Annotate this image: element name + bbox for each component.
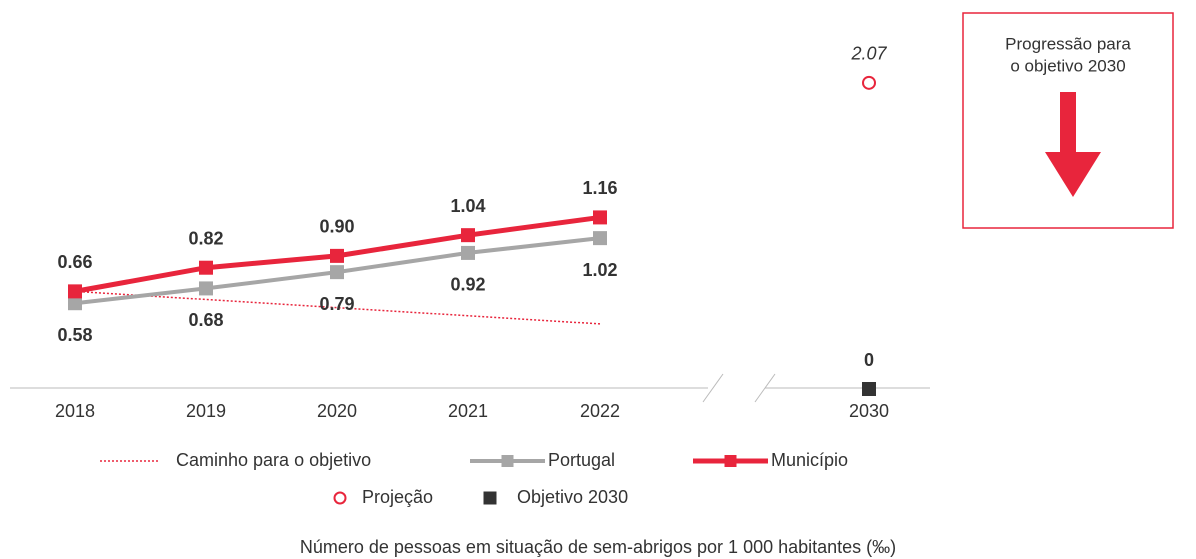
marker bbox=[461, 228, 475, 243]
legend-item: Objetivo 2030 bbox=[483, 487, 628, 507]
legend-item: Município bbox=[693, 450, 848, 470]
legend-label: Caminho para o objetivo bbox=[176, 450, 371, 470]
data-label: 0.90 bbox=[319, 217, 354, 237]
marker bbox=[330, 248, 344, 263]
marker bbox=[593, 231, 607, 246]
break-mark bbox=[754, 373, 776, 403]
axis-break bbox=[10, 373, 930, 403]
x-tick-label: 2021 bbox=[448, 401, 488, 421]
marker bbox=[483, 491, 497, 505]
x-tick-label: 2020 bbox=[317, 401, 357, 421]
x-tick-label: 2019 bbox=[186, 401, 226, 421]
legend-item: Projeção bbox=[333, 487, 433, 507]
legend-label: Município bbox=[771, 450, 848, 470]
marker bbox=[68, 284, 82, 299]
x-tick-label: 2018 bbox=[55, 401, 95, 421]
marker bbox=[724, 455, 737, 467]
legend-label: Objetivo 2030 bbox=[517, 487, 628, 507]
marker bbox=[199, 260, 213, 275]
annotation: o objetivo 2030 bbox=[1010, 56, 1125, 75]
legend-item: Portugal bbox=[470, 450, 615, 470]
arrow bbox=[1045, 92, 1101, 197]
data-label: 2.07 bbox=[850, 44, 887, 64]
marker bbox=[862, 75, 876, 90]
data-label: 0.68 bbox=[188, 310, 223, 330]
data-label: 0.82 bbox=[188, 228, 223, 248]
data-label: 0.92 bbox=[450, 275, 485, 295]
legend-label: Projeção bbox=[362, 487, 433, 507]
data-label: 1.16 bbox=[582, 178, 617, 198]
legend-label: Portugal bbox=[548, 450, 615, 470]
annotation: Progressão para bbox=[1005, 34, 1131, 53]
annotation-box bbox=[962, 12, 1174, 229]
data-label: 0.58 bbox=[57, 325, 92, 345]
caption: Número de pessoas em situação de sem-abr… bbox=[300, 537, 896, 557]
series-line bbox=[74, 290, 601, 325]
break-mark bbox=[702, 373, 724, 403]
marker bbox=[333, 491, 347, 505]
marker bbox=[330, 265, 344, 280]
marker bbox=[593, 210, 607, 225]
data-label: 0.66 bbox=[57, 252, 92, 272]
marker bbox=[461, 245, 475, 260]
legend-item: Caminho para o objetivo bbox=[100, 450, 371, 470]
x-tick-label: 2022 bbox=[580, 401, 620, 421]
marker bbox=[862, 382, 876, 396]
data-label: 0.79 bbox=[319, 294, 354, 314]
data-label: 0 bbox=[864, 350, 874, 370]
x-tick-label: 2030 bbox=[849, 401, 889, 421]
data-label: 1.02 bbox=[582, 260, 617, 280]
marker bbox=[68, 296, 82, 311]
data-label: 1.04 bbox=[450, 196, 485, 216]
marker bbox=[199, 281, 213, 296]
marker bbox=[501, 455, 514, 467]
